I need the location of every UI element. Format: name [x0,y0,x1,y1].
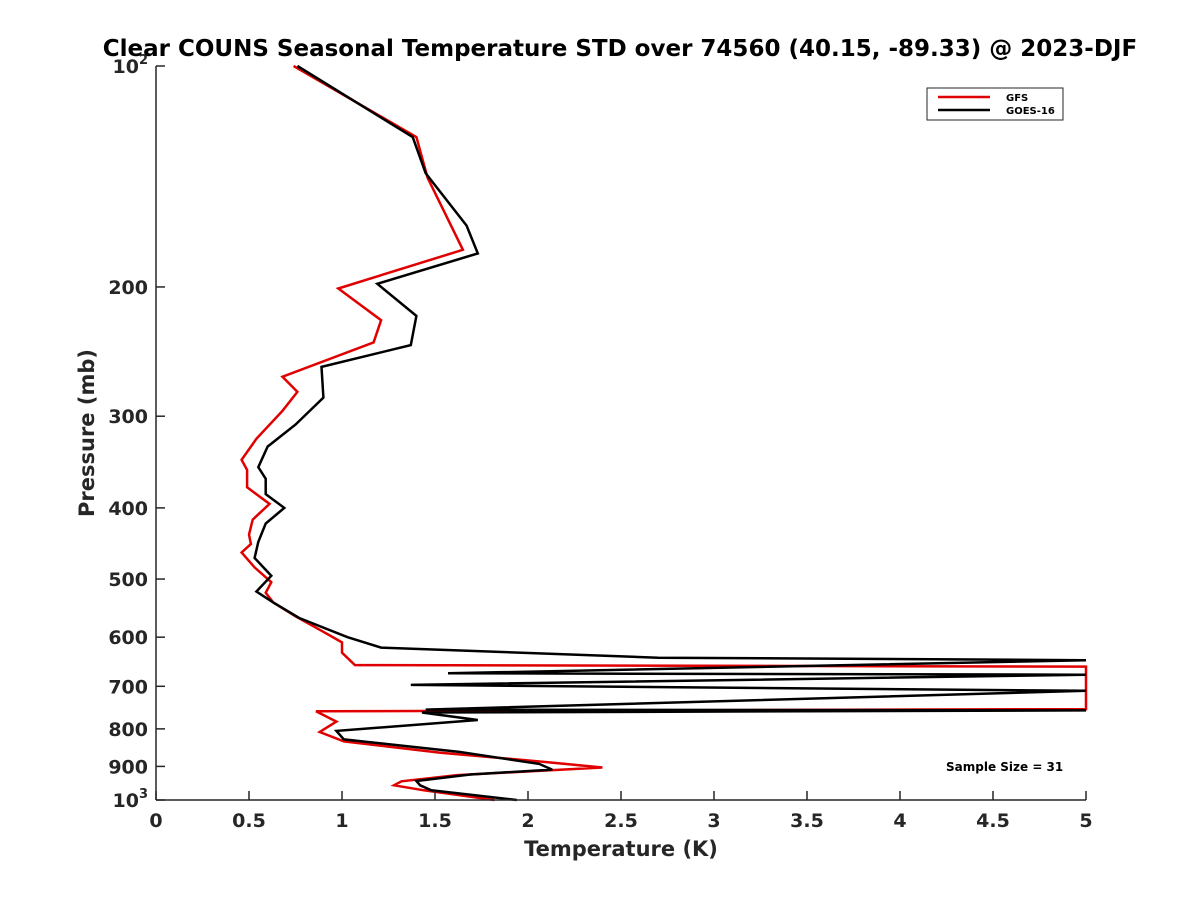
y-tick-label: 600 [108,627,148,649]
y-tick-label: 500 [108,569,148,591]
x-tick-label: 0.5 [232,810,266,832]
y-axis-label: Pressure (mb) [75,349,99,517]
sample-size-annotation: Sample Size = 31 [946,760,1063,774]
x-tick-label: 2 [521,810,534,832]
x-axis-label: Temperature (K) [524,837,718,861]
x-tick-label: 5 [1079,810,1092,832]
y-tick-label: 300 [108,406,148,428]
series-line-goes-16 [253,64,1087,802]
x-tick-label: 1.5 [418,810,452,832]
y-tick-label: 400 [108,498,148,520]
series-line-gfs [239,64,1088,802]
x-tick-label: 2.5 [604,810,638,832]
x-tick-label: 1 [335,810,348,832]
x-tick-label: 3.5 [790,810,824,832]
legend-label-goes16: GOES-16 [1006,106,1055,117]
x-tick-label: 4 [893,810,906,832]
chart-title: Clear COUNS Seasonal Temperature STD ove… [103,36,1137,62]
y-tick-label: 900 [108,756,148,778]
series-layer [239,64,1088,802]
x-tick-label: 4.5 [976,810,1010,832]
x-tick-label: 0 [149,810,162,832]
y-tick-label: 103 [113,787,149,812]
axes-layer: 0 0.5 1 1.5 2 2.5 3 3.5 4 4.5 5 102 200 300 400 500 600 7… [108,53,1092,832]
legend-box [926,87,1064,121]
legend: GFS GOES-16 [926,87,1064,121]
legend-label-gfs: GFS [1006,93,1028,104]
y-tick-label: 800 [108,719,148,741]
y-tick-label: 700 [108,676,148,698]
x-tick-label: 3 [707,810,720,832]
y-tick-label: 102 [113,53,149,78]
y-tick-label: 200 [108,277,148,299]
